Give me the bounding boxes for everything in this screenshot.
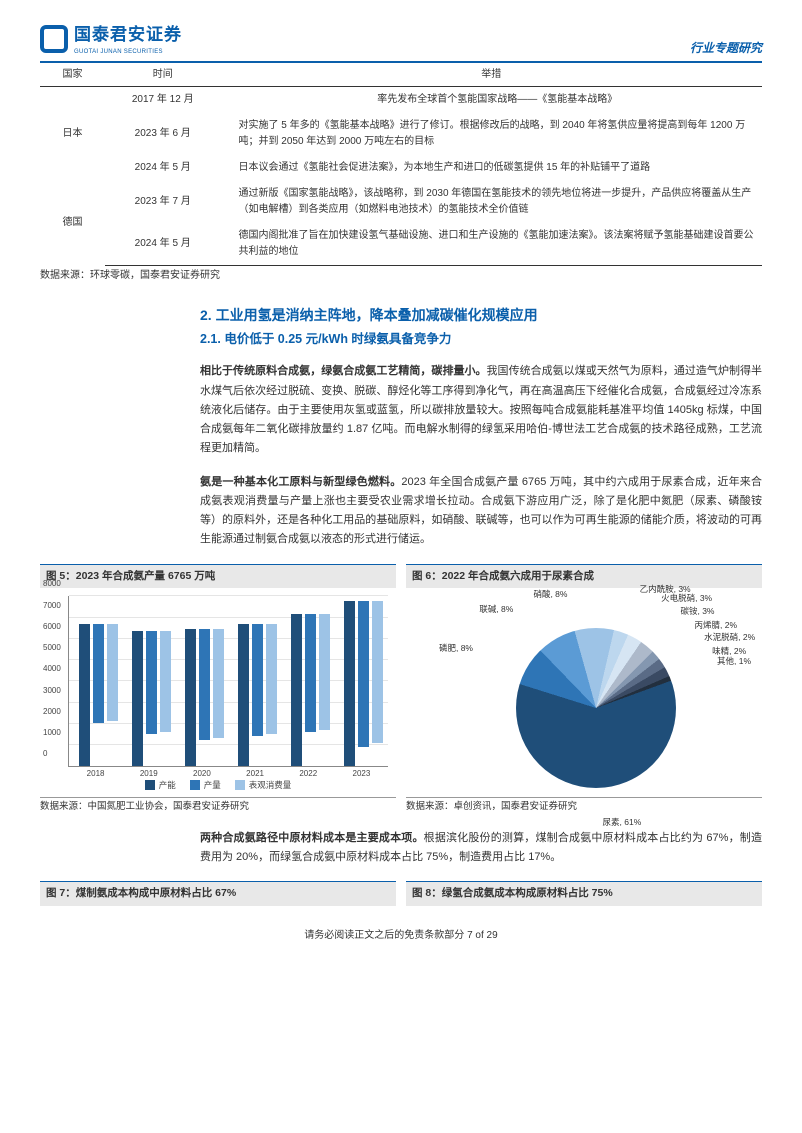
para-1-lead: 相比于传统原料合成氨，绿氨合成氨工艺精简，碳排量小。: [200, 365, 487, 377]
page-header: 国泰君安证券 GUOTAI JUNAN SECURITIES 行业专题研究: [40, 22, 762, 63]
cell-time: 2017 年 12 月: [105, 86, 221, 113]
bar: [372, 601, 383, 743]
y-tick: 3000: [43, 685, 61, 697]
section-heading-2-1: 2.1. 电价低于 0.25 元/kWh 时绿氨具备竞争力: [200, 330, 762, 349]
figure-5-title: 图 5：2023 年合成氨产量 6765 万吨: [40, 564, 396, 589]
logo-cn: 国泰君安证券: [74, 22, 182, 48]
bar: [160, 631, 171, 732]
cell-measure: 日本议会通过《氢能社会促进法案》，为本地生产和进口的低碳氢提供 15 年的补贴铺…: [220, 155, 762, 181]
figure-7-title: 图 7：煤制氨成本构成中原材料占比 67%: [40, 881, 396, 906]
table-row: 德国2023 年 7 月通过新版《国家氢能战略》，该战略称，到 2030 年德国…: [40, 181, 762, 223]
figure-8-title: 图 8：绿氢合成氨成本构成原材料占比 75%: [406, 881, 762, 906]
cell-time: 2023 年 6 月: [105, 113, 221, 155]
para-3: 两种合成氨路径中原材料成本是主要成本项。根据滨化股份的测算，煤制合成氨中原材料成…: [200, 829, 762, 868]
figure-5: 图 5：2023 年合成氨产量 6765 万吨 0 1000 2000 3000 400…: [40, 564, 396, 815]
bar: [291, 614, 302, 767]
y-tick: 4000: [43, 663, 61, 675]
bar: [79, 624, 90, 766]
para-1: 相比于传统原料合成氨，绿氨合成氨工艺精简，碳排量小。我国传统合成氨以煤或天然气为…: [200, 362, 762, 458]
pie-label: 磷肥, 8%: [439, 642, 473, 655]
bar: [252, 624, 263, 736]
pie-label: 联碱, 8%: [479, 603, 513, 616]
pie-label: 硝酸, 8%: [533, 588, 567, 601]
logo-block: 国泰君安证券 GUOTAI JUNAN SECURITIES: [40, 22, 182, 57]
cell-time: 2024 年 5 月: [105, 155, 221, 181]
logo-en: GUOTAI JUNAN SECURITIES: [74, 48, 182, 57]
pie-label: 丙烯腈, 2%: [695, 619, 738, 632]
bar: [266, 624, 277, 734]
bar: [199, 629, 210, 741]
para-1-body: 我国传统合成氨以煤或天然气为原料，通过造气炉制得半水煤气后依次经过脱硫、变换、脱…: [200, 365, 762, 454]
y-tick: 2000: [43, 706, 61, 718]
col-time: 时间: [105, 63, 221, 87]
legend-item: 产量: [190, 779, 221, 792]
bar: [344, 601, 355, 767]
pie-label: 水泥脱硝, 2%: [704, 631, 755, 644]
table-row: 2024 年 5 月德国内阁批准了旨在加快建设氢气基础设施、进口和生产设施的《氢…: [40, 223, 762, 266]
pie-label: 其他, 1%: [717, 655, 751, 668]
y-tick: 1000: [43, 727, 61, 739]
pie-label: 尿素, 61%: [603, 816, 642, 829]
cell-time: 2023 年 7 月: [105, 181, 221, 223]
legend-item: 产能: [145, 779, 176, 792]
y-tick: 5000: [43, 642, 61, 654]
para-2: 氨是一种基本化工原料与新型绿色燃料。2023 年全国合成氨产量 6765 万吨，…: [200, 473, 762, 550]
legend-item: 表观消费量: [235, 779, 292, 792]
section-heading-2: 2. 工业用氢是消纳主阵地，降本叠加减碳催化规模应用: [200, 305, 762, 326]
figure-6-body: 尿素, 61%磷肥, 8%联碱, 8%硝酸, 8%乙内酰胺, 3%火电脱硝, 3…: [406, 588, 762, 798]
cell-measure: 对实施了 5 年多的《氢能基本战略》进行了修订。根据修改后的战略，到 2040 …: [220, 113, 762, 155]
page-footer: 请务必阅读正文之后的免责条款部分 7 of 29: [40, 928, 762, 943]
cell-measure: 率先发布全球首个氢能国家战略——《氢能基本战略》: [220, 86, 762, 113]
y-tick: 0: [43, 748, 47, 760]
y-tick: 7000: [43, 600, 61, 612]
figure-8: 图 8：绿氢合成氨成本构成原材料占比 75%: [406, 881, 762, 906]
pie-label: 火电脱硝, 3%: [661, 592, 712, 605]
bar: [213, 629, 224, 739]
bar: [305, 614, 316, 732]
cell-measure: 通过新版《国家氢能战略》，该战略称，到 2030 年德国在氢能技术的领先地位将进…: [220, 181, 762, 223]
table-row: 2024 年 5 月日本议会通过《氢能社会促进法案》，为本地生产和进口的低碳氢提…: [40, 155, 762, 181]
table-row: 2023 年 6 月对实施了 5 年多的《氢能基本战略》进行了修订。根据修改后的…: [40, 113, 762, 155]
cell-time: 2024 年 5 月: [105, 223, 221, 266]
bar: [93, 624, 104, 723]
policy-table: 国家 时间 举措 日本2017 年 12 月率先发布全球首个氢能国家战略——《氢…: [40, 63, 762, 266]
bar: [107, 624, 118, 721]
figure-6-title: 图 6：2022 年合成氨六成用于尿素合成: [406, 564, 762, 589]
figure-6-source: 数据来源：卓创资讯，国泰君安证券研究: [406, 800, 762, 814]
figure-6: 图 6：2022 年合成氨六成用于尿素合成 尿素, 61%磷肥, 8%联碱, 8…: [406, 564, 762, 815]
cell-country: 德国: [40, 181, 105, 266]
para-3-lead: 两种合成氨路径中原材料成本是主要成本项。: [200, 832, 424, 844]
bar: [238, 624, 249, 766]
y-tick: 8000: [43, 578, 61, 590]
bar: [132, 631, 143, 766]
figure-5-source: 数据来源：中国氮肥工业协会，国泰君安证券研究: [40, 800, 396, 814]
cell-country: 日本: [40, 86, 105, 181]
header-right: 行业专题研究: [690, 39, 762, 57]
pie-label: 碳铵, 3%: [680, 605, 714, 618]
cell-measure: 德国内阁批准了旨在加快建设氢气基础设施、进口和生产设施的《氢能加速法案》。该法案…: [220, 223, 762, 266]
col-country: 国家: [40, 63, 105, 87]
col-measure: 举措: [220, 63, 762, 87]
logo-icon: [40, 25, 68, 53]
bar: [319, 614, 330, 730]
policy-table-source: 数据来源：环球零碳，国泰君安证券研究: [40, 268, 762, 283]
bar: [146, 631, 157, 734]
figure-5-body: 0100020003000400050006000700080002018201…: [40, 588, 396, 798]
table-row: 日本2017 年 12 月率先发布全球首个氢能国家战略——《氢能基本战略》: [40, 86, 762, 113]
bar: [358, 601, 369, 747]
para-2-lead: 氨是一种基本化工原料与新型绿色燃料。: [200, 476, 401, 488]
table-header-row: 国家 时间 举措: [40, 63, 762, 87]
bar: [185, 629, 196, 767]
figure-7: 图 7：煤制氨成本构成中原材料占比 67%: [40, 881, 396, 906]
y-tick: 6000: [43, 621, 61, 633]
